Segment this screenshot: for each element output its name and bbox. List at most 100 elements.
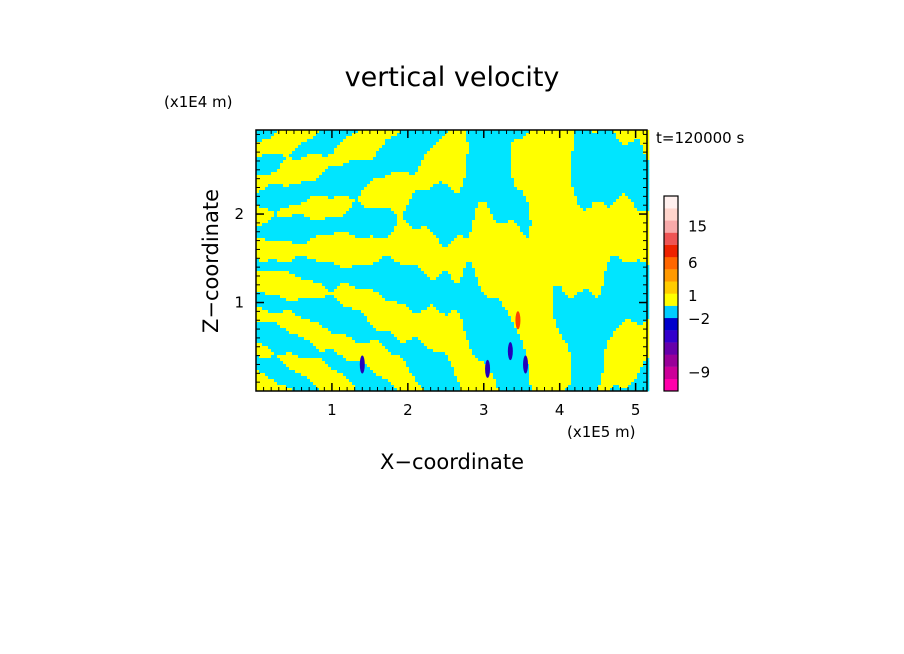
field-cell <box>274 214 278 218</box>
field-cell <box>283 238 287 242</box>
field-cell <box>388 193 392 197</box>
field-cell <box>460 142 464 146</box>
field-cell <box>406 184 410 188</box>
field-cell <box>262 220 266 224</box>
field-cell <box>481 139 485 143</box>
field-cell <box>355 187 359 191</box>
field-cell <box>307 190 311 194</box>
field-cell <box>607 217 611 221</box>
field-cell <box>583 166 587 170</box>
field-cell <box>577 214 581 218</box>
field-cell <box>454 214 458 218</box>
field-cell <box>295 199 299 203</box>
field-cell <box>271 148 275 152</box>
field-cell <box>304 217 308 221</box>
field-cell <box>466 208 470 212</box>
field-cell <box>514 139 518 143</box>
field-cell <box>334 133 338 137</box>
field-cell <box>583 151 587 155</box>
field-cell <box>298 190 302 194</box>
field-cell <box>493 190 497 194</box>
field-cell <box>547 217 551 221</box>
field-cell <box>340 157 344 161</box>
field-cell <box>529 151 533 155</box>
field-cell <box>457 208 461 212</box>
field-cell <box>529 199 533 203</box>
field-cell <box>379 241 383 245</box>
field-cell <box>643 166 647 170</box>
field-cell <box>400 208 404 212</box>
field-cell <box>283 178 287 182</box>
field-cell <box>331 193 335 197</box>
field-cell <box>505 229 509 233</box>
field-cell <box>565 232 569 236</box>
field-cell <box>355 163 359 167</box>
field-cell <box>382 223 386 227</box>
field-cell <box>577 169 581 173</box>
field-cell <box>412 145 416 149</box>
field-cell <box>364 157 368 161</box>
field-cell <box>487 193 491 197</box>
field-cell <box>361 202 365 206</box>
field-cell <box>262 175 266 179</box>
field-cell <box>436 199 440 203</box>
field-cell <box>412 196 416 200</box>
field-cell <box>370 217 374 221</box>
field-cell <box>532 187 536 191</box>
field-cell <box>493 229 497 233</box>
field-cell <box>469 223 473 227</box>
field-cell <box>547 166 551 170</box>
field-cell <box>322 184 326 188</box>
field-cell <box>421 199 425 203</box>
field-cell <box>439 181 443 185</box>
field-cell <box>439 169 443 173</box>
field-cell <box>439 142 443 146</box>
field-cell <box>298 187 302 191</box>
field-cell <box>490 193 494 197</box>
field-cell <box>370 211 374 215</box>
field-cell <box>511 208 515 212</box>
field-cell <box>562 133 566 137</box>
field-cell <box>568 199 572 203</box>
field-cell <box>544 130 548 134</box>
field-cell <box>604 235 608 239</box>
field-cell <box>541 232 545 236</box>
field-cell <box>616 187 620 191</box>
field-cell <box>349 226 353 230</box>
field-cell <box>454 238 458 242</box>
field-cell <box>334 178 338 182</box>
field-cell <box>556 235 560 239</box>
field-cell <box>565 235 569 239</box>
field-cell <box>562 145 566 149</box>
field-cell <box>586 130 590 134</box>
field-cell <box>388 190 392 194</box>
field-cell <box>598 202 602 206</box>
field-cell <box>466 133 470 137</box>
field-cell <box>544 160 548 164</box>
field-cell <box>583 136 587 140</box>
field-cell <box>544 232 548 236</box>
field-cell <box>568 229 572 233</box>
field-cell <box>268 226 272 230</box>
field-cell <box>298 151 302 155</box>
field-cell <box>421 169 425 173</box>
field-cell <box>391 217 395 221</box>
field-cell <box>403 199 407 203</box>
field-cell <box>430 136 434 140</box>
field-cell <box>487 211 491 215</box>
field-cell <box>586 169 590 173</box>
field-cell <box>595 157 599 161</box>
field-cell <box>556 157 560 161</box>
field-cell <box>424 145 428 149</box>
field-cell <box>520 187 524 191</box>
field-cell <box>604 166 608 170</box>
field-cell <box>604 238 608 242</box>
field-cell <box>556 142 560 146</box>
field-cell <box>577 193 581 197</box>
field-cell <box>442 178 446 182</box>
field-cell <box>457 166 461 170</box>
field-cell <box>286 196 290 200</box>
field-cell <box>547 142 551 146</box>
field-cell <box>502 184 506 188</box>
field-cell <box>268 193 272 197</box>
